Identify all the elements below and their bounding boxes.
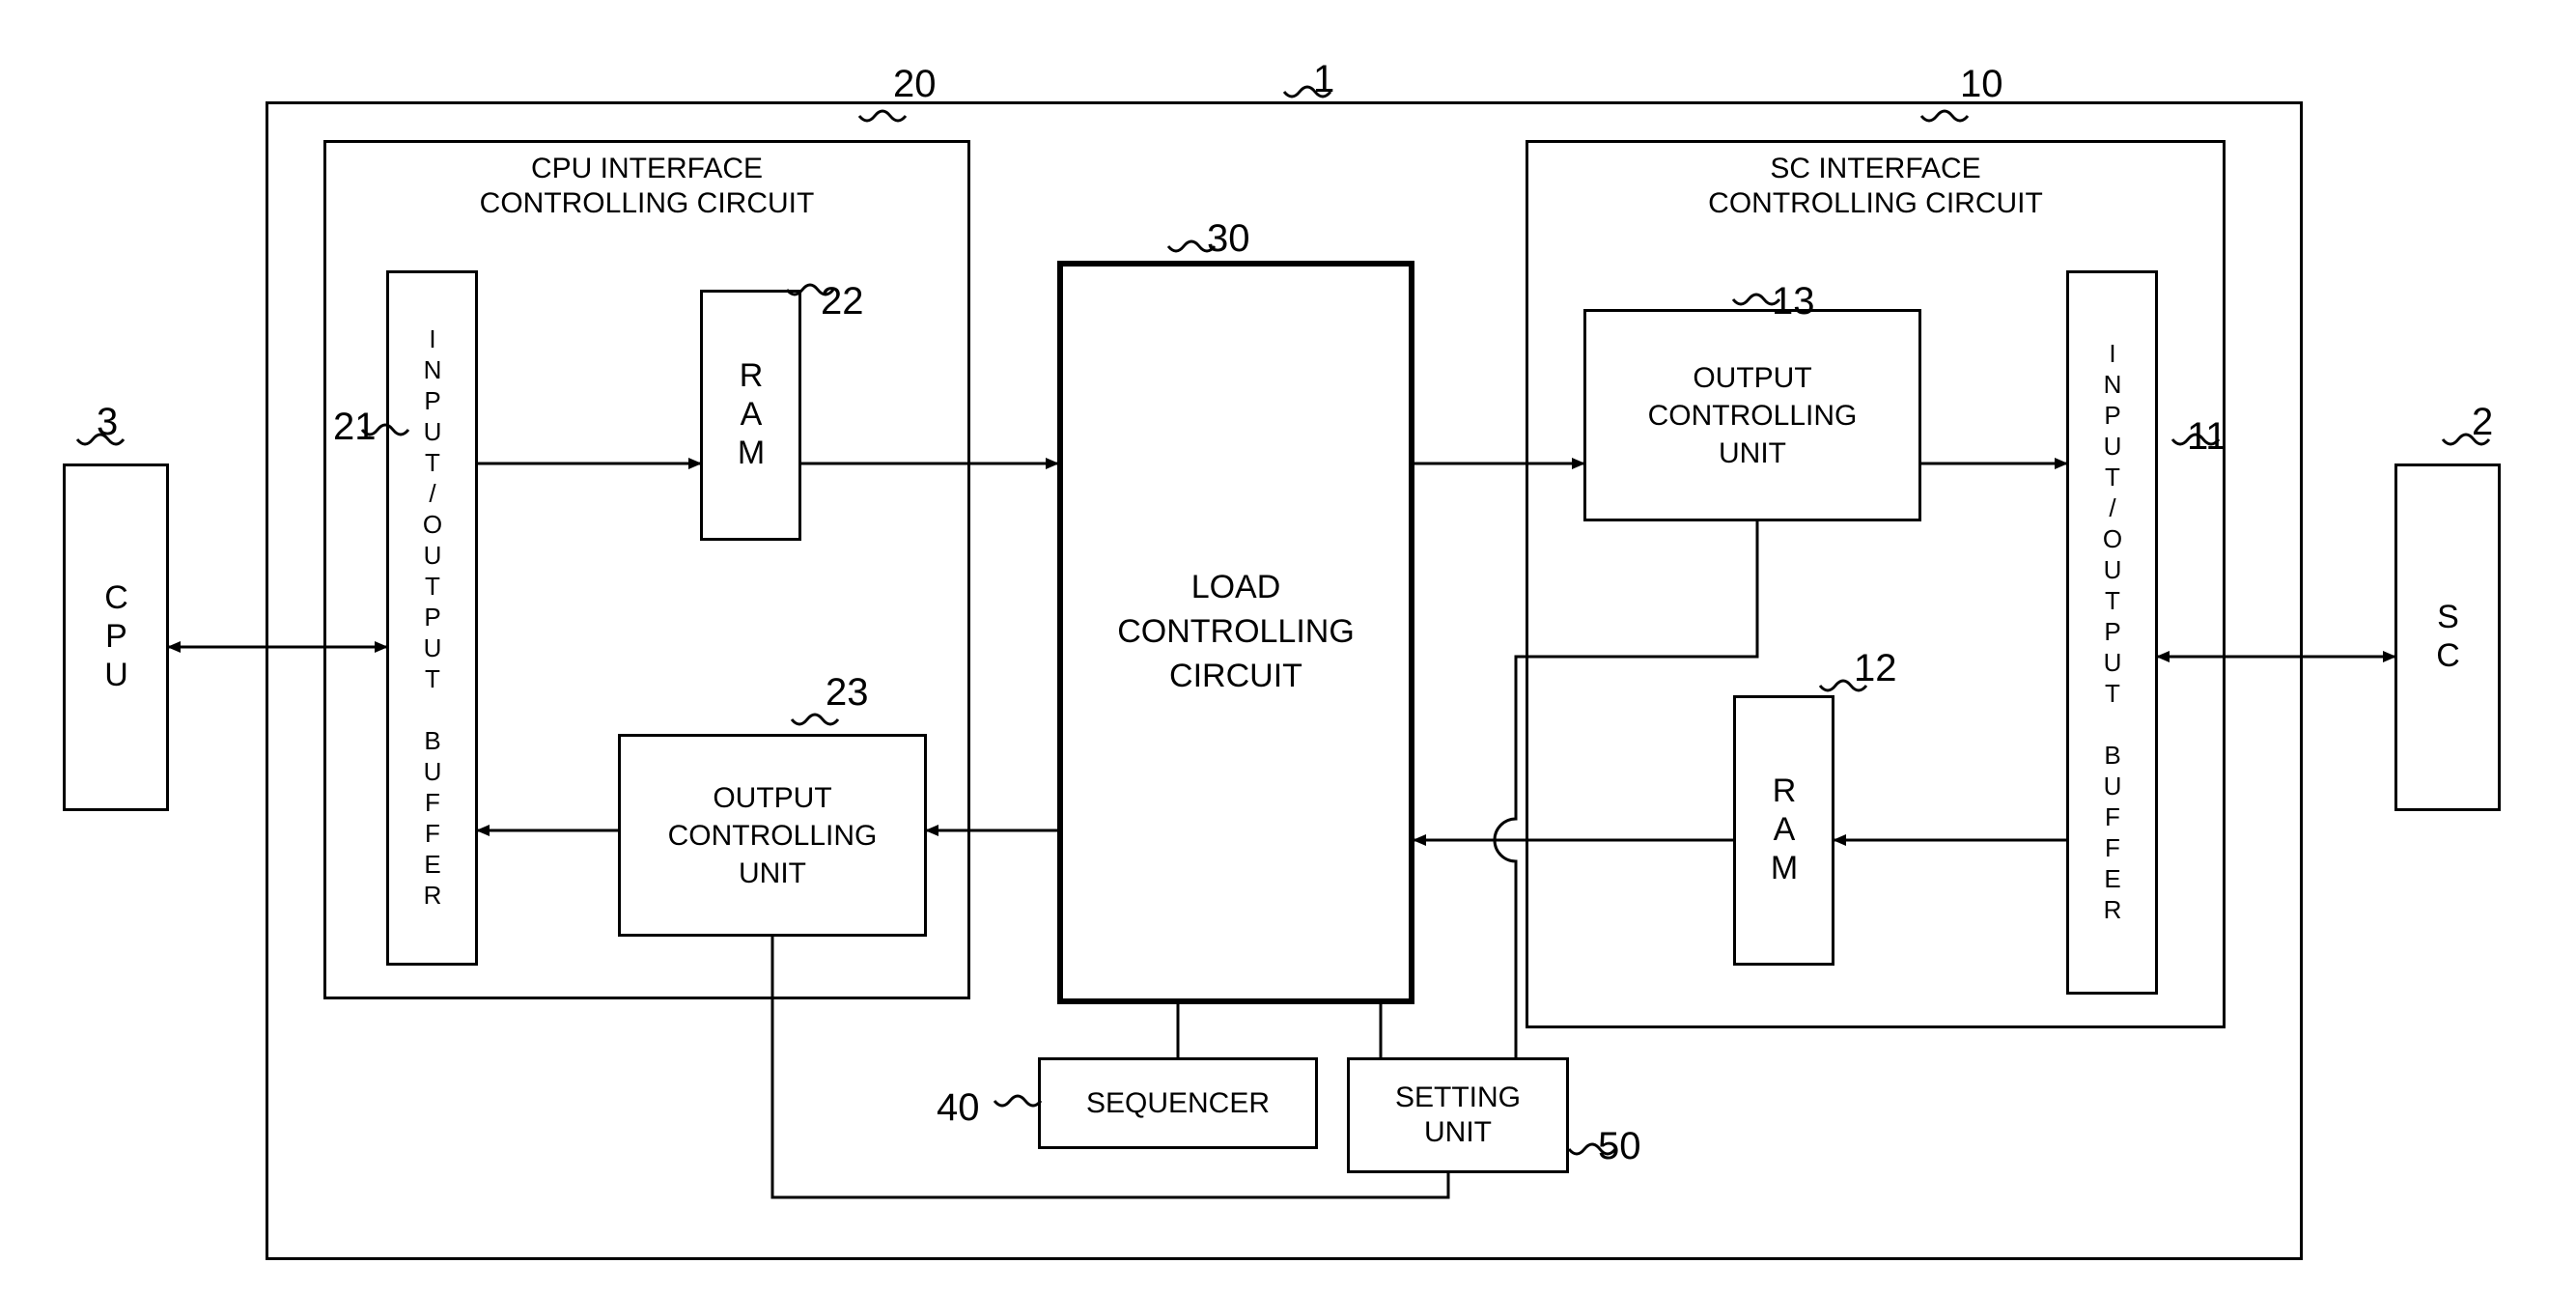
ram-left-label: RAM: [732, 357, 770, 473]
ref-label-1: 1: [1313, 58, 1334, 101]
ref-label-23: 23: [826, 671, 869, 715]
sequencer-block: SEQUENCER: [1038, 1057, 1318, 1149]
ref-label-22: 22: [821, 280, 864, 323]
sc-interface-title: SC INTERFACECONTROLLING CIRCUIT: [1526, 152, 2226, 221]
output-controlling-unit-left-label: OUTPUTCONTROLLINGUNIT: [668, 779, 878, 892]
ref-label-10: 10: [1960, 63, 2003, 106]
io-buffer-right: INPUT/OUTPUT BUFFER: [2066, 270, 2158, 995]
io-buffer-left-label: INPUT/OUTPUT BUFFER: [417, 324, 447, 912]
sc-label: SC: [2429, 599, 2467, 676]
ram-right: RAM: [1733, 695, 1834, 966]
cpu-label: CPU: [98, 579, 135, 695]
io-buffer-right-label: INPUT/OUTPUT BUFFER: [2097, 339, 2127, 926]
ref-label-2: 2: [2472, 401, 2493, 444]
setting-unit-block: SETTINGUNIT: [1347, 1057, 1569, 1173]
setting-unit-label: SETTINGUNIT: [1395, 1081, 1521, 1150]
cpu-block: CPU: [63, 463, 169, 811]
sequencer-label: SEQUENCER: [1086, 1087, 1270, 1120]
output-controlling-unit-right-label: OUTPUTCONTROLLINGUNIT: [1648, 359, 1858, 472]
ref-label-30: 30: [1207, 217, 1250, 261]
ref-label-40: 40: [937, 1086, 980, 1130]
ref-label-21: 21: [333, 406, 377, 449]
sc-block: SC: [2394, 463, 2501, 811]
ref-label-13: 13: [1772, 280, 1815, 323]
load-controlling-circuit: LOADCONTROLLINGCIRCUIT: [1057, 261, 1414, 1004]
cpu-interface-title: CPU INTERFACECONTROLLING CIRCUIT: [323, 152, 970, 221]
ref-label-12: 12: [1854, 647, 1897, 690]
ref-label-11: 11: [2187, 415, 2227, 459]
output-controlling-unit-right: OUTPUTCONTROLLINGUNIT: [1583, 309, 1921, 521]
output-controlling-unit-left: OUTPUTCONTROLLINGUNIT: [618, 734, 927, 937]
load-controlling-circuit-label: LOADCONTROLLINGCIRCUIT: [1117, 566, 1355, 699]
ref-label-50: 50: [1598, 1125, 1641, 1168]
ref-label-3: 3: [97, 401, 118, 444]
ram-left: RAM: [700, 290, 801, 541]
io-buffer-left: INPUT/OUTPUT BUFFER: [386, 270, 478, 966]
ram-right-label: RAM: [1765, 772, 1803, 888]
ref-label-20: 20: [893, 63, 937, 106]
